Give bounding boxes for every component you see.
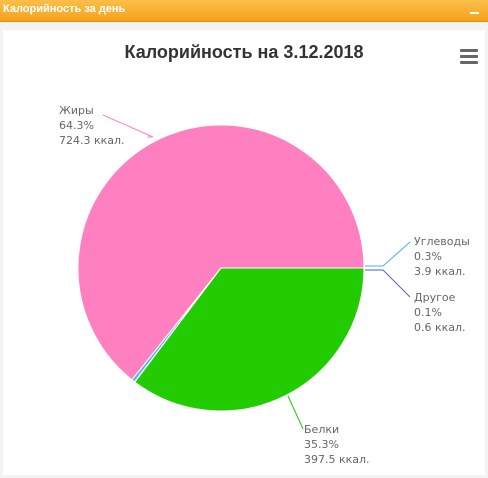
slice-percent-label: 0.3% [414, 250, 442, 263]
chart-title: Калорийность на 3.12.2018 [124, 42, 364, 62]
label-connector-3 [287, 395, 304, 430]
pie-chart: Жиры 64.3% 724.3 ккал. Углеводы 0.3% 3.9 ккал… [59, 104, 470, 466]
pie-slice-3[interactable] [134, 267, 365, 412]
slice-name-label: Другое [414, 291, 456, 304]
slice-percent-label: 35.3% [304, 438, 339, 451]
label-connector-1 [365, 241, 411, 267]
pie-slice-0[interactable] [77, 124, 365, 381]
slice-kcal-label: 397.5 ккал. [304, 453, 370, 466]
slice-name-label: Жиры [59, 104, 94, 117]
label-connector-0 [102, 114, 154, 138]
widget-header: Калорийность за день [0, 0, 488, 22]
chart-container: Калорийность на 3.12.2018 Жиры 64.3% 724.3… [3, 30, 485, 475]
widget-title: Калорийность за день [3, 3, 126, 15]
slice-percent-label: 0.1% [414, 306, 442, 319]
label-connector-2 [365, 269, 411, 298]
slice-percent-label: 64.3% [59, 119, 94, 132]
slice-name-label: Углеводы [414, 235, 470, 248]
slice-kcal-label: 724.3 ккал. [59, 134, 125, 147]
slice-kcal-label: 0.6 ккал. [414, 321, 466, 334]
collapse-icon[interactable] [468, 4, 482, 18]
slice-kcal-label: 3.9 ккал. [414, 265, 466, 278]
slice-name-label: Белки [304, 423, 339, 436]
hamburger-menu-icon[interactable] [460, 48, 478, 64]
